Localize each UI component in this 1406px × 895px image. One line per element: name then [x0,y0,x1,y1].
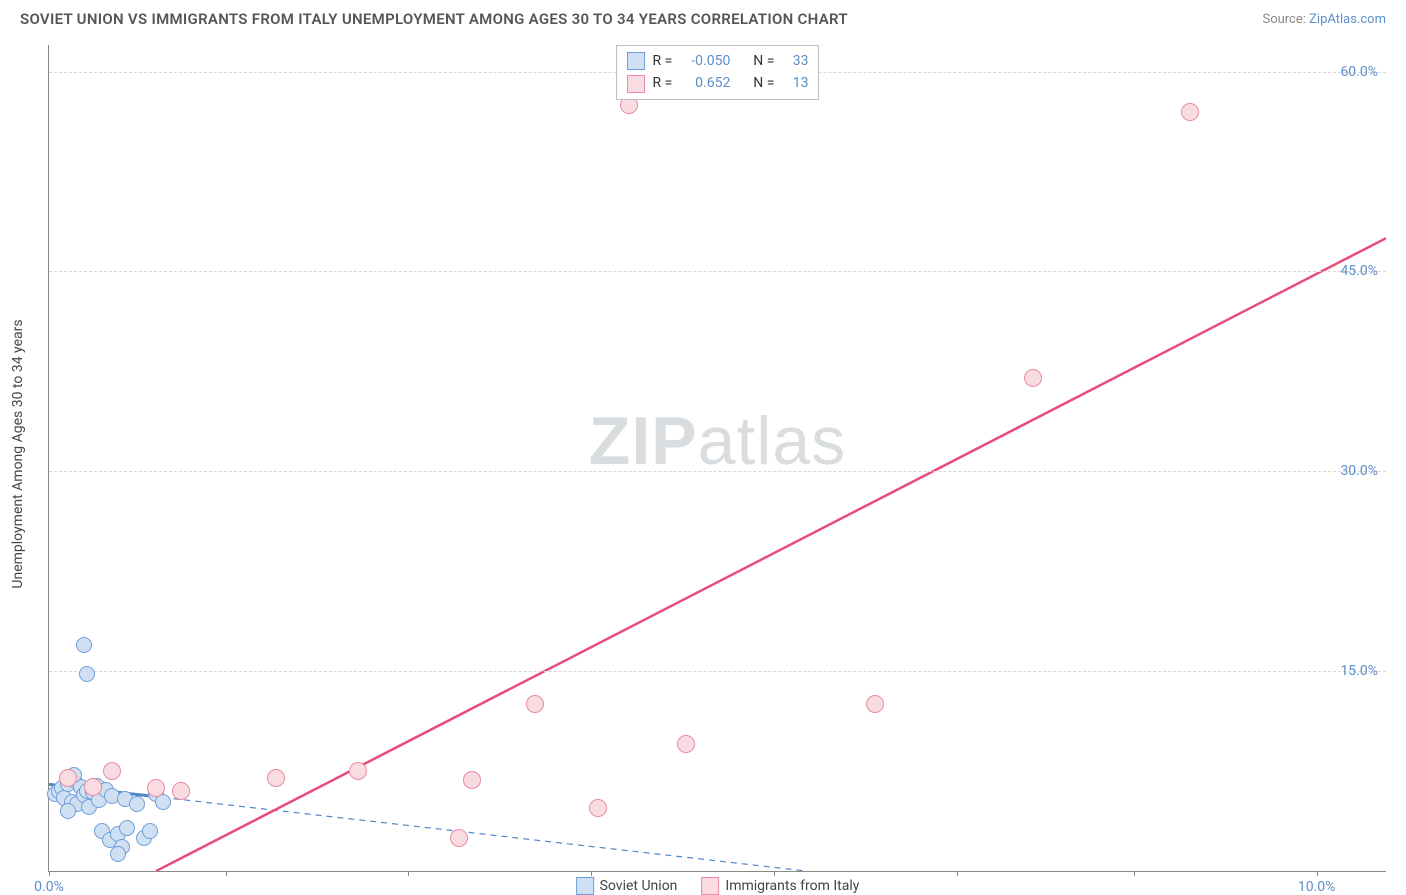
correlation-legend-row-italy: R = 0.652 N = 13 [627,72,809,94]
source-attribution: Source: ZipAtlas.com [1262,12,1386,27]
legend-swatch [627,52,645,70]
x-tick-label: 10.0% [1298,879,1336,895]
watermark-rest: atlas [698,403,847,479]
gridline [49,471,1386,472]
data-point-italy [267,769,285,787]
data-point-italy [84,778,102,796]
data-point-italy [1024,369,1042,387]
data-point-italy [677,735,695,753]
watermark: ZIPatlas [589,402,846,480]
legend-swatch [576,877,594,895]
legend-swatch [701,877,719,895]
x-tick [1134,871,1135,876]
trend-line-soviet-dashed [163,797,806,871]
y-tick-label: 45.0% [1340,263,1378,279]
x-tick-label: 0.0% [34,879,64,895]
series-legend: Soviet Union Immigrants from Italy [576,877,860,895]
legend-swatch [627,75,645,93]
legend-item-soviet[interactable]: Soviet Union [576,877,678,895]
data-point-italy [349,762,367,780]
data-point-italy [450,829,468,847]
watermark-bold: ZIP [589,403,698,479]
data-point-italy [147,779,165,797]
data-point-italy [866,695,884,713]
x-tick [591,871,592,876]
scatter-chart: ZIPatlas 15.0%30.0%45.0%60.0%0.0%10.0%R … [48,45,1386,872]
gridline [49,671,1386,672]
data-point-italy [59,769,77,787]
x-tick [49,871,50,876]
r-value: 0.652 [680,72,730,94]
gridline [49,271,1386,272]
data-point-italy [103,762,121,780]
r-label: R = [653,72,673,94]
data-point-soviet [79,666,95,682]
data-point-soviet [60,803,76,819]
trend-line-italy [156,238,1386,871]
data-point-soviet [76,637,92,653]
n-label: N = [753,72,774,94]
correlation-legend: R = -0.050 N = 33 R = 0.652 N = 13 [616,45,820,100]
n-value: 13 [782,72,808,94]
x-tick [226,871,227,876]
source-prefix: Source: [1262,12,1309,27]
data-point-italy [589,799,607,817]
chart-header: SOVIET UNION VS IMMIGRANTS FROM ITALY UN… [0,0,1406,34]
r-label: R = [653,50,673,72]
chart-title: SOVIET UNION VS IMMIGRANTS FROM ITALY UN… [20,10,848,28]
y-tick-label: 15.0% [1340,663,1378,679]
x-tick [408,871,409,876]
correlation-legend-row-soviet: R = -0.050 N = 33 [627,50,809,72]
n-label: N = [753,50,774,72]
trend-lines-layer [49,45,1386,871]
x-tick [774,871,775,876]
data-point-italy [172,782,190,800]
x-tick [957,871,958,876]
y-axis-title: Unemployment Among Ages 30 to 34 years [10,319,26,588]
data-point-italy [526,695,544,713]
source-link[interactable]: ZipAtlas.com [1309,12,1386,27]
legend-item-italy[interactable]: Immigrants from Italy [701,877,859,895]
n-value: 33 [782,50,808,72]
data-point-italy [1181,103,1199,121]
data-point-soviet [110,846,126,862]
r-value: -0.050 [680,50,730,72]
y-tick-label: 30.0% [1340,463,1378,479]
x-tick [1317,871,1318,876]
y-tick-label: 60.0% [1340,64,1378,80]
data-point-soviet [119,820,135,836]
data-point-soviet [129,796,145,812]
data-point-italy [463,771,481,789]
data-point-soviet [142,823,158,839]
